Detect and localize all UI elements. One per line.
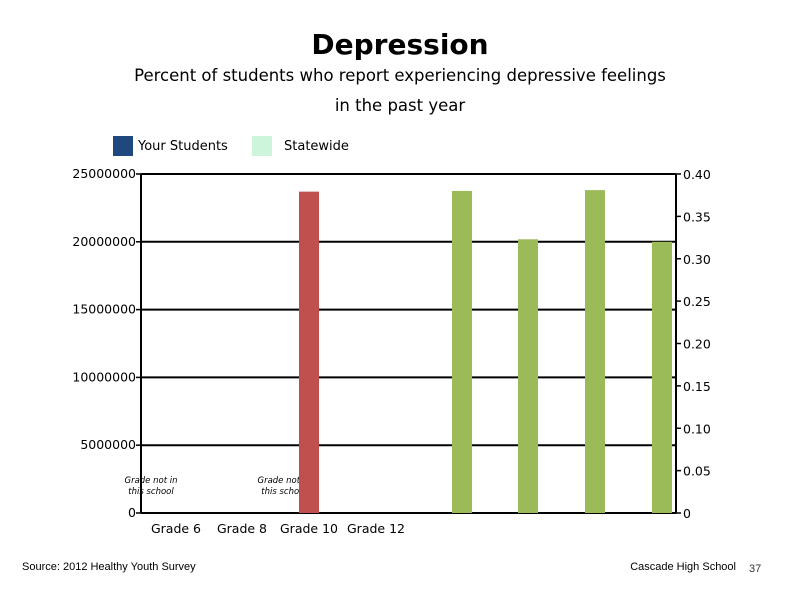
left-tick-label: 25000000 bbox=[72, 166, 136, 181]
right-tick-label: 0 bbox=[683, 506, 691, 521]
bar-statewide bbox=[585, 190, 605, 514]
bar-statewide bbox=[452, 190, 472, 513]
legend-label-statewide: Statewide bbox=[284, 138, 349, 154]
right-tick-label: 0.25 bbox=[683, 294, 711, 309]
right-tick-label: 0.40 bbox=[683, 167, 711, 182]
right-tick-label: 0.20 bbox=[683, 337, 711, 352]
chart-subtitle-line1: Percent of students who report experienc… bbox=[134, 66, 666, 85]
left-tick-label: 15000000 bbox=[72, 302, 136, 317]
legend-swatch-statewide bbox=[252, 136, 272, 156]
annotation-text: Grade not in bbox=[125, 476, 178, 486]
right-tick-label: 0.30 bbox=[683, 252, 711, 267]
right-tick-label: 0.35 bbox=[683, 209, 711, 224]
legend-swatch-your-students bbox=[113, 136, 133, 156]
left-tick-label: 20000000 bbox=[72, 234, 136, 249]
page-number: 37 bbox=[749, 563, 762, 575]
bar-your-students bbox=[299, 191, 319, 514]
chart-subtitle-line2: in the past year bbox=[334, 96, 466, 115]
left-tick-label: 10000000 bbox=[72, 369, 136, 384]
right-tick-label: 0.05 bbox=[683, 464, 711, 479]
school-name: Cascade High School bbox=[630, 561, 736, 573]
legend-item-statewide: Statewide bbox=[252, 136, 349, 156]
x-category-label: Grade 12 bbox=[347, 521, 405, 536]
bar-statewide bbox=[518, 239, 538, 513]
annotation-text: Grade not in bbox=[258, 476, 311, 486]
x-category-label: Grade 10 bbox=[280, 521, 338, 536]
annotation-text: this school bbox=[261, 487, 307, 497]
annotation-text: this school bbox=[128, 487, 174, 497]
bar-statewide bbox=[652, 241, 672, 514]
legend-label-your-students: Your Students bbox=[138, 138, 228, 154]
legend-item-your-students: Your Students bbox=[113, 136, 228, 156]
right-tick-label: 0.15 bbox=[683, 379, 711, 394]
source-note: Source: 2012 Healthy Youth Survey bbox=[22, 561, 196, 573]
left-tick-label: 0 bbox=[128, 505, 136, 520]
chart-title: Depression bbox=[311, 28, 489, 61]
left-tick-label: 5000000 bbox=[80, 437, 136, 452]
right-tick-label: 0.10 bbox=[683, 421, 711, 436]
x-category-label: Grade 8 bbox=[217, 521, 267, 536]
x-category-label: Grade 6 bbox=[151, 521, 201, 536]
